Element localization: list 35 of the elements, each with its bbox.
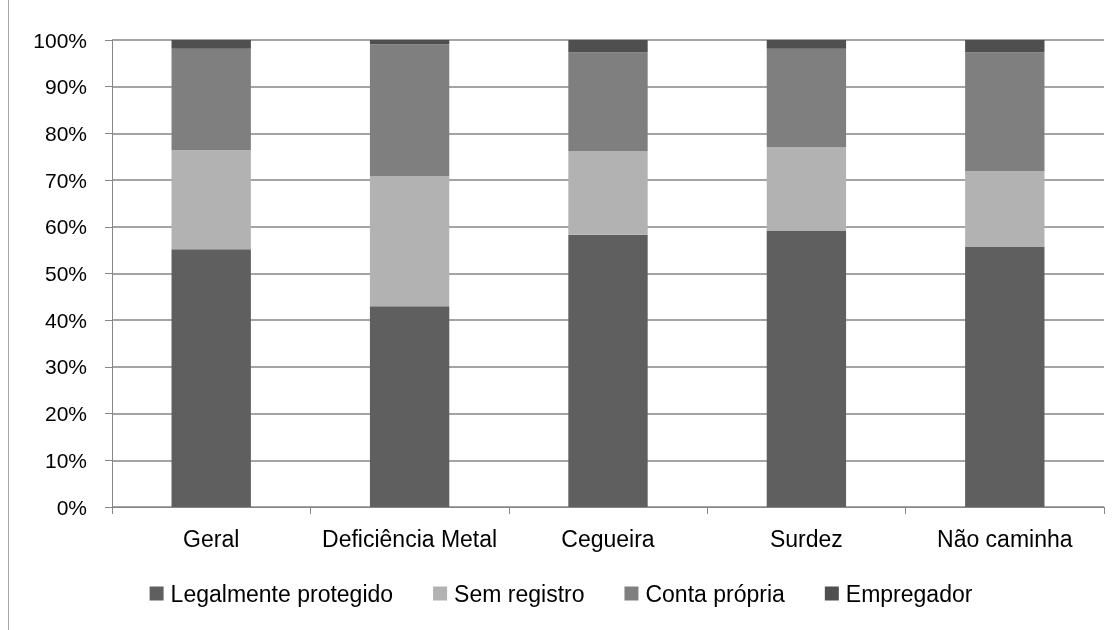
y-tick-label: 90% bbox=[44, 75, 87, 99]
y-tick-label: 30% bbox=[44, 355, 87, 379]
y-tick-label: 40% bbox=[44, 308, 87, 332]
x-tick-label: Cegueira bbox=[561, 525, 655, 552]
legend-label: Conta própria bbox=[645, 580, 786, 607]
x-tick-label: Geral bbox=[183, 525, 240, 552]
bar bbox=[568, 234, 648, 507]
bar bbox=[766, 146, 847, 231]
bar bbox=[965, 40, 1045, 53]
y-tick-label: 0% bbox=[56, 495, 87, 519]
y-tick-label: 10% bbox=[44, 448, 87, 472]
bar bbox=[171, 249, 251, 507]
bar bbox=[171, 40, 251, 49]
y-tick-label: 60% bbox=[44, 215, 87, 239]
bar bbox=[965, 246, 1045, 507]
x-tick-label: Não caminha bbox=[937, 525, 1073, 552]
bar bbox=[568, 40, 648, 53]
bar bbox=[766, 40, 847, 49]
legend-label: Sem registro bbox=[454, 580, 585, 607]
y-tick-label: 80% bbox=[44, 121, 87, 145]
y-tick-label: 70% bbox=[44, 168, 87, 192]
bar bbox=[766, 230, 847, 507]
legend-label: Empregador bbox=[845, 580, 973, 607]
bar bbox=[369, 40, 450, 45]
legend-label: Legalmente protegido bbox=[170, 580, 394, 607]
y-tick-label: 50% bbox=[44, 262, 87, 285]
y-tick-label: 20% bbox=[44, 402, 87, 426]
bar bbox=[369, 306, 450, 507]
x-tick-label: Surdez bbox=[769, 525, 843, 552]
x-tick-label: Deficiência Metal bbox=[322, 525, 498, 552]
y-tick-label: 100% bbox=[33, 28, 87, 52]
bar bbox=[171, 150, 251, 250]
bar bbox=[369, 175, 450, 307]
bar bbox=[965, 171, 1045, 247]
bar bbox=[568, 151, 648, 235]
